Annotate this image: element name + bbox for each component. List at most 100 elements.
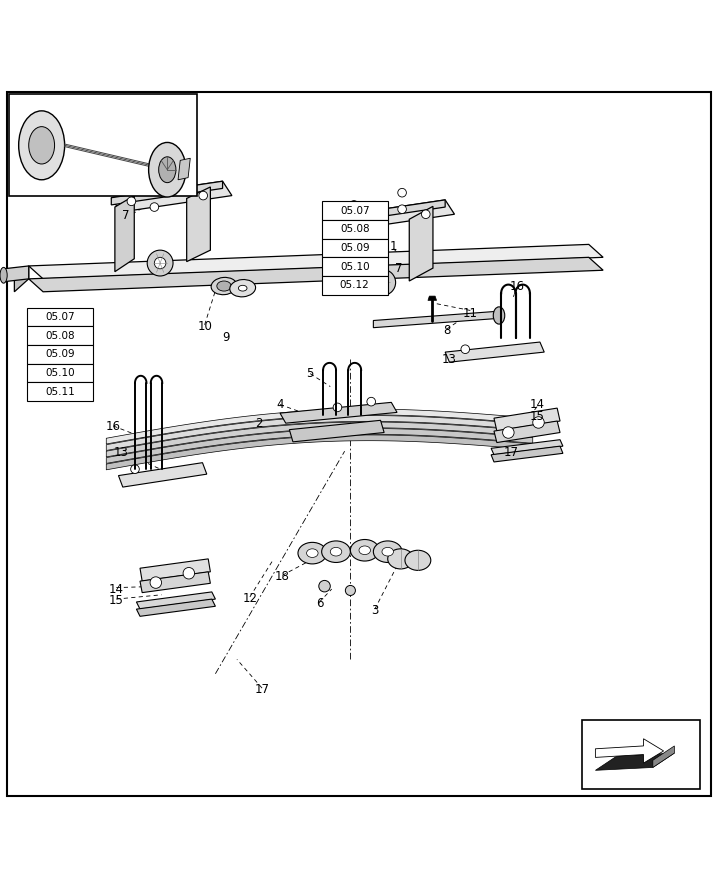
- Ellipse shape: [382, 547, 393, 556]
- Polygon shape: [106, 416, 533, 450]
- Circle shape: [154, 258, 166, 269]
- Text: 7: 7: [395, 262, 402, 274]
- Polygon shape: [29, 244, 603, 279]
- Polygon shape: [140, 572, 210, 592]
- Text: 05.10: 05.10: [45, 368, 75, 378]
- Ellipse shape: [322, 541, 350, 562]
- Bar: [322, 239, 388, 258]
- Ellipse shape: [359, 546, 370, 555]
- Circle shape: [150, 577, 162, 589]
- Ellipse shape: [307, 549, 318, 558]
- Polygon shape: [136, 592, 215, 609]
- Circle shape: [127, 197, 136, 206]
- Circle shape: [199, 191, 208, 200]
- Text: 6: 6: [316, 597, 323, 610]
- Bar: [582, 720, 700, 789]
- Ellipse shape: [19, 111, 65, 179]
- Polygon shape: [178, 158, 190, 179]
- Polygon shape: [289, 420, 384, 442]
- Circle shape: [421, 210, 430, 218]
- Polygon shape: [428, 296, 437, 300]
- Ellipse shape: [350, 540, 379, 561]
- Circle shape: [345, 585, 355, 596]
- Ellipse shape: [217, 281, 231, 291]
- Text: 1: 1: [390, 240, 397, 253]
- Bar: [27, 326, 93, 345]
- Bar: [27, 363, 93, 382]
- Polygon shape: [334, 200, 454, 231]
- Polygon shape: [115, 195, 134, 272]
- Polygon shape: [494, 421, 560, 442]
- Polygon shape: [106, 435, 533, 470]
- Ellipse shape: [230, 280, 256, 297]
- Text: 11: 11: [463, 307, 477, 320]
- Text: 15: 15: [109, 594, 123, 607]
- Ellipse shape: [373, 541, 402, 562]
- Text: 14: 14: [109, 583, 123, 596]
- Text: 05.11: 05.11: [45, 386, 75, 397]
- Circle shape: [377, 277, 388, 289]
- Polygon shape: [334, 200, 445, 224]
- Polygon shape: [494, 408, 560, 431]
- Ellipse shape: [238, 285, 247, 291]
- Text: 17: 17: [255, 683, 269, 696]
- Text: 12: 12: [243, 592, 257, 605]
- Text: 4: 4: [276, 398, 284, 411]
- Text: 05.07: 05.07: [340, 206, 370, 216]
- Polygon shape: [491, 446, 563, 462]
- Bar: [27, 307, 93, 326]
- Polygon shape: [140, 559, 210, 581]
- Text: 16: 16: [106, 419, 121, 432]
- Text: 8: 8: [443, 324, 450, 337]
- Circle shape: [175, 170, 184, 178]
- Polygon shape: [106, 429, 533, 464]
- Text: 17: 17: [504, 446, 518, 459]
- Polygon shape: [491, 440, 563, 455]
- Polygon shape: [653, 746, 674, 767]
- Circle shape: [131, 464, 139, 473]
- Text: 9: 9: [223, 331, 230, 345]
- Text: 14: 14: [530, 398, 544, 411]
- Text: 10: 10: [197, 320, 212, 333]
- Text: 05.08: 05.08: [340, 225, 370, 234]
- Ellipse shape: [330, 547, 342, 556]
- Ellipse shape: [29, 127, 55, 164]
- Polygon shape: [280, 402, 397, 424]
- Text: 3: 3: [371, 604, 378, 617]
- Polygon shape: [595, 739, 663, 763]
- Ellipse shape: [405, 551, 431, 570]
- Circle shape: [461, 345, 470, 353]
- Text: 5: 5: [307, 367, 314, 380]
- Circle shape: [183, 567, 195, 579]
- Ellipse shape: [298, 543, 327, 564]
- Bar: [322, 220, 388, 239]
- Polygon shape: [409, 206, 433, 281]
- Polygon shape: [106, 422, 533, 457]
- Circle shape: [333, 403, 342, 412]
- Text: 05.12: 05.12: [340, 281, 370, 290]
- Polygon shape: [373, 311, 499, 328]
- Text: 2: 2: [255, 417, 262, 431]
- Text: 15: 15: [530, 410, 544, 424]
- Circle shape: [150, 202, 159, 211]
- Circle shape: [503, 427, 514, 439]
- Polygon shape: [118, 463, 207, 488]
- Text: 05.07: 05.07: [45, 312, 75, 322]
- Circle shape: [350, 201, 358, 210]
- Circle shape: [127, 181, 136, 190]
- Polygon shape: [445, 342, 544, 362]
- Bar: [27, 345, 93, 363]
- Circle shape: [319, 581, 330, 592]
- Polygon shape: [4, 266, 29, 281]
- Ellipse shape: [211, 277, 237, 295]
- Text: 05.10: 05.10: [340, 262, 370, 272]
- Polygon shape: [106, 409, 533, 444]
- Bar: [27, 382, 93, 400]
- Circle shape: [175, 186, 184, 194]
- Ellipse shape: [159, 157, 176, 183]
- Circle shape: [350, 217, 358, 225]
- Polygon shape: [111, 181, 223, 205]
- Circle shape: [533, 416, 544, 428]
- Polygon shape: [29, 258, 603, 292]
- Text: 7: 7: [122, 210, 129, 222]
